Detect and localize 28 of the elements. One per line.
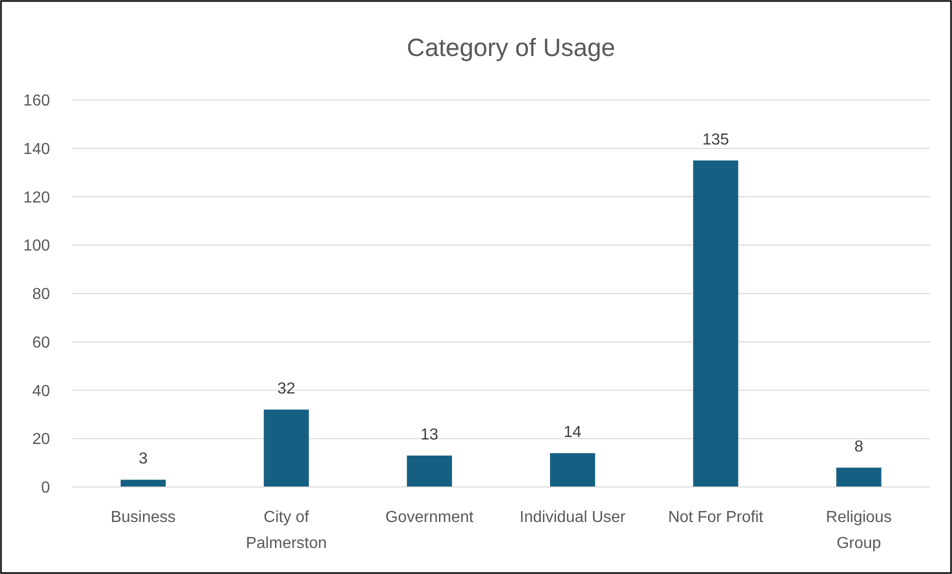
x-tick-label: Religious Group <box>826 509 892 552</box>
data-label: 3 <box>138 450 148 468</box>
x-tick-label: Not For Profit <box>668 509 764 526</box>
data-label: 8 <box>854 438 864 456</box>
y-tick-label: 160 <box>23 92 50 110</box>
data-label: 13 <box>420 426 438 444</box>
bar <box>406 456 452 487</box>
chart-title: Category of Usage <box>406 34 616 62</box>
y-tick-label: 0 <box>41 480 50 497</box>
bar <box>264 410 309 487</box>
data-label: 14 <box>564 424 582 442</box>
bar <box>836 468 882 487</box>
bar <box>693 160 738 487</box>
x-tick-label: Government <box>385 509 474 526</box>
y-tick-label: 20 <box>32 431 50 448</box>
y-tick-label: 60 <box>32 334 50 352</box>
data-label: 135 <box>702 131 730 148</box>
x-tick-label: City of Palmerston <box>246 509 327 552</box>
y-tick-label: 140 <box>23 140 50 158</box>
bar <box>550 453 596 487</box>
x-tick-label: Individual User <box>520 509 626 526</box>
y-tick-label: 40 <box>32 382 50 400</box>
x-tick-label: Business <box>110 509 176 526</box>
bar <box>120 480 166 487</box>
y-tick-label: 100 <box>23 238 50 255</box>
y-tick-label: 80 <box>32 286 50 304</box>
y-tick-label: 120 <box>23 189 50 206</box>
data-label: 32 <box>277 380 296 398</box>
